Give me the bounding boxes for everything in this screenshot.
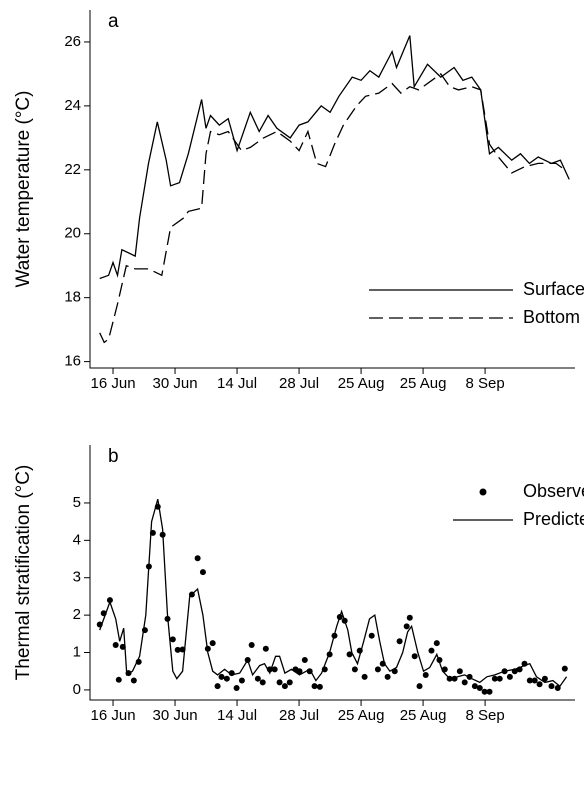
- data-point: [214, 683, 221, 690]
- data-point: [351, 666, 358, 673]
- y-axis-title: Water temperature (°C): [13, 91, 34, 288]
- data-point: [112, 642, 119, 649]
- data-point: [416, 683, 423, 690]
- x-tick-label: 25 Aug: [338, 707, 385, 724]
- data-point: [536, 681, 543, 688]
- data-point: [411, 653, 418, 660]
- y-tick-label: 26: [64, 33, 81, 50]
- data-point: [311, 683, 318, 690]
- x-tick-label: 30 Jun: [153, 707, 198, 724]
- data-point: [174, 646, 181, 653]
- data-point: [248, 642, 255, 649]
- y-tick-label: 16: [64, 353, 81, 370]
- data-point: [403, 623, 410, 630]
- data-line: [99, 72, 566, 344]
- x-tick-label: 8 Sep: [465, 375, 504, 392]
- data-point: [531, 677, 538, 684]
- data-point: [169, 636, 176, 643]
- x-tick-label: 16 Jun: [91, 707, 136, 724]
- legend-symbol: [479, 488, 487, 496]
- y-tick-label: 1: [73, 643, 81, 660]
- data-point: [433, 640, 440, 647]
- data-point: [486, 688, 493, 695]
- data-point: [346, 651, 353, 658]
- data-point: [218, 673, 225, 680]
- x-tick-label: 28 Jul: [279, 707, 319, 724]
- data-point: [554, 685, 561, 692]
- data-point: [506, 673, 513, 680]
- data-point: [396, 638, 403, 645]
- y-tick-label: 0: [73, 681, 81, 698]
- axis-line: [89, 10, 575, 369]
- data-point: [496, 675, 503, 682]
- data-point: [374, 666, 381, 673]
- panel-label: a: [108, 11, 119, 32]
- x-tick-label: 8 Sep: [465, 707, 504, 724]
- data-point: [301, 656, 308, 663]
- y-tick-label: 20: [64, 225, 81, 242]
- data-point: [199, 569, 206, 576]
- x-tick-label: 25 Aug: [338, 375, 385, 392]
- panel-label: b: [108, 446, 119, 467]
- data-point: [296, 668, 303, 675]
- data-point: [238, 677, 245, 684]
- data-line: [99, 35, 570, 280]
- data-point: [209, 640, 216, 647]
- data-point: [561, 665, 568, 672]
- x-tick-label: 14 Jul: [217, 375, 257, 392]
- legend-label: Predicted: [523, 509, 584, 529]
- y-tick-label: 4: [73, 531, 81, 548]
- y-tick-label: 2: [73, 606, 81, 623]
- axis-line: [89, 445, 575, 701]
- data-point: [271, 666, 278, 673]
- data-point: [441, 666, 448, 673]
- data-point: [115, 676, 122, 683]
- data-point: [276, 679, 283, 686]
- data-point: [428, 647, 435, 654]
- y-axis-title: Thermal stratification (°C): [13, 465, 34, 681]
- data-point: [223, 675, 230, 682]
- data-point: [361, 673, 368, 680]
- data-line: [99, 499, 568, 688]
- data-point: [316, 683, 323, 690]
- data-point: [541, 675, 548, 682]
- y-tick-label: 24: [64, 97, 81, 114]
- data-point: [254, 675, 261, 682]
- data-point: [481, 688, 488, 695]
- data-point: [194, 555, 201, 562]
- y-tick-label: 5: [73, 494, 81, 511]
- data-point: [461, 679, 468, 686]
- data-point: [368, 632, 375, 639]
- data-point: [281, 683, 288, 690]
- legend-label: Observed: [523, 481, 584, 501]
- data-point: [262, 645, 269, 652]
- data-point: [384, 673, 391, 680]
- data-point: [130, 677, 137, 684]
- y-tick-label: 22: [64, 161, 81, 178]
- data-point: [491, 675, 498, 682]
- legend-label: Bottom (9.2 m): [523, 307, 584, 327]
- data-point: [259, 679, 266, 686]
- y-tick-label: 3: [73, 569, 81, 586]
- legend-label: Surface (1 m): [523, 279, 584, 299]
- data-point: [406, 614, 413, 621]
- x-tick-label: 16 Jun: [91, 375, 136, 392]
- data-point: [233, 685, 240, 692]
- data-point: [526, 677, 533, 684]
- data-point: [476, 685, 483, 692]
- data-point: [422, 671, 429, 678]
- data-point: [456, 668, 463, 675]
- data-point: [548, 683, 555, 690]
- x-tick-label: 30 Jun: [153, 375, 198, 392]
- y-tick-label: 18: [64, 289, 81, 306]
- data-point: [471, 683, 478, 690]
- x-tick-label: 25 Aug: [400, 375, 447, 392]
- data-point: [286, 679, 293, 686]
- x-tick-label: 28 Jul: [279, 375, 319, 392]
- x-tick-label: 25 Aug: [400, 707, 447, 724]
- x-tick-label: 14 Jul: [217, 707, 257, 724]
